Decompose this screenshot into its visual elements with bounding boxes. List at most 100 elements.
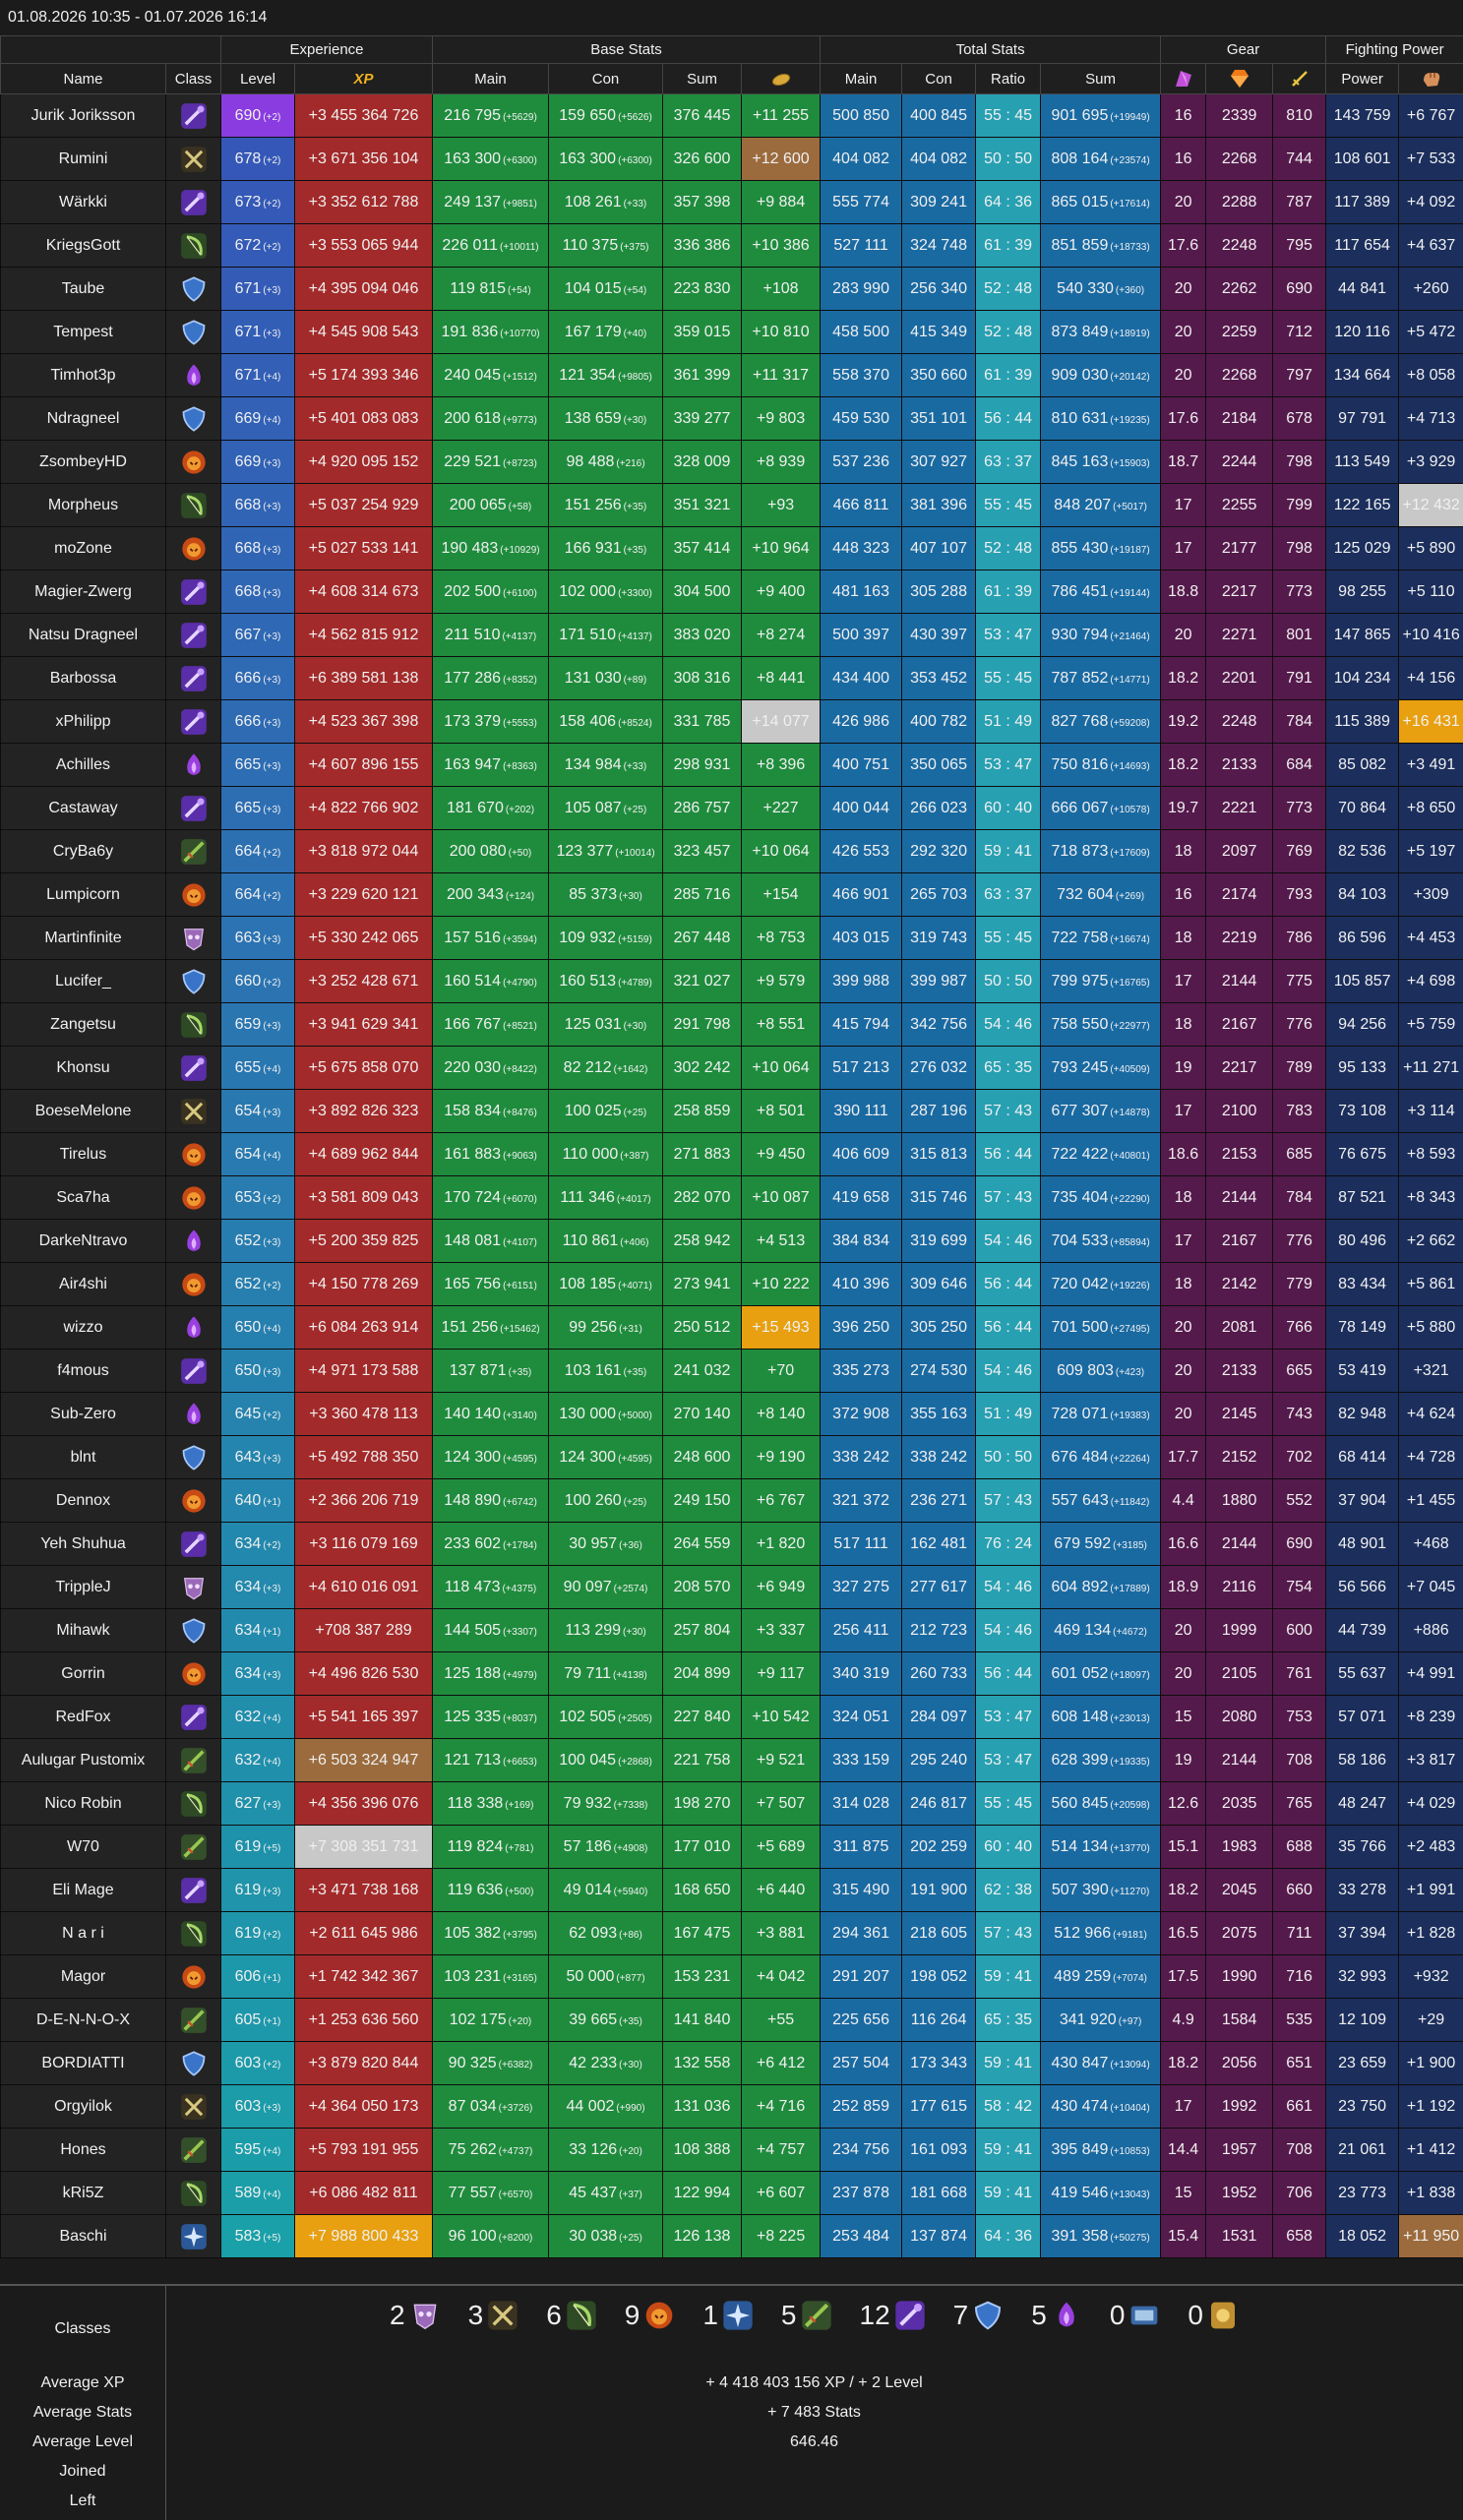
delta: (+1) <box>263 1973 280 1984</box>
value: Tirelus <box>60 1146 106 1163</box>
column-header[interactable]: Sum <box>663 64 742 94</box>
stat-cell: 113 299(+30) <box>549 1609 663 1652</box>
delta: (+85894) <box>1110 1237 1149 1248</box>
stat-cell: +9 884 <box>742 181 821 224</box>
column-header[interactable]: Class <box>166 64 221 94</box>
stat-cell: 59 : 41 <box>976 2172 1041 2215</box>
stat-cell: 200 343(+124) <box>433 873 549 917</box>
value: kRi5Z <box>63 2185 104 2201</box>
stat-cell: 221 758 <box>663 1739 742 1782</box>
delta: (+8200) <box>499 2233 533 2244</box>
stat-cell: 160 514(+4790) <box>433 960 549 1003</box>
value: +4 608 314 673 <box>309 583 419 600</box>
value: 415 349 <box>910 324 967 340</box>
delta: (+35) <box>624 502 647 512</box>
column-header[interactable] <box>1206 64 1273 94</box>
delta: (+16674) <box>1110 934 1149 945</box>
stat-cell: 277 617 <box>902 1566 976 1609</box>
value: 395 849 <box>1052 2141 1109 2158</box>
value: 685 <box>1286 1146 1312 1163</box>
stat-cell: +4 523 367 398 <box>295 700 433 744</box>
stat-cell: 258 859 <box>663 1090 742 1133</box>
column-header[interactable]: Main <box>433 64 549 94</box>
column-header[interactable]: Ratio <box>976 64 1041 94</box>
column-header[interactable]: Con <box>549 64 663 94</box>
column-header[interactable]: Level <box>221 64 295 94</box>
column-header[interactable]: Name <box>1 64 166 94</box>
column-header[interactable]: XP <box>295 64 433 94</box>
stat-cell: 671(+3) <box>221 268 295 311</box>
column-header[interactable]: Con <box>902 64 976 94</box>
column-header[interactable] <box>1161 64 1206 94</box>
stat-cell: 54 : 46 <box>976 1350 1041 1393</box>
stat-cell: 104 015(+54) <box>549 268 663 311</box>
value: 33 126 <box>569 2141 617 2158</box>
column-header[interactable]: Main <box>821 64 902 94</box>
class-cell <box>166 2042 221 2085</box>
value: 448 323 <box>832 540 889 557</box>
value: 277 617 <box>910 1579 967 1595</box>
value: 19 <box>1175 1752 1192 1769</box>
column-header[interactable] <box>1273 64 1326 94</box>
column-header[interactable]: Power <box>1326 64 1399 94</box>
column-header[interactable] <box>1399 64 1463 94</box>
stat-cell: 351 321 <box>663 484 742 527</box>
column-header[interactable]: Sum <box>1041 64 1161 94</box>
stat-cell: 20 <box>1161 1652 1206 1696</box>
stat-cell: 120 116 <box>1326 311 1399 354</box>
value: 2152 <box>1222 1449 1257 1466</box>
column-header[interactable] <box>742 64 821 94</box>
value: 173 343 <box>910 2055 967 2071</box>
